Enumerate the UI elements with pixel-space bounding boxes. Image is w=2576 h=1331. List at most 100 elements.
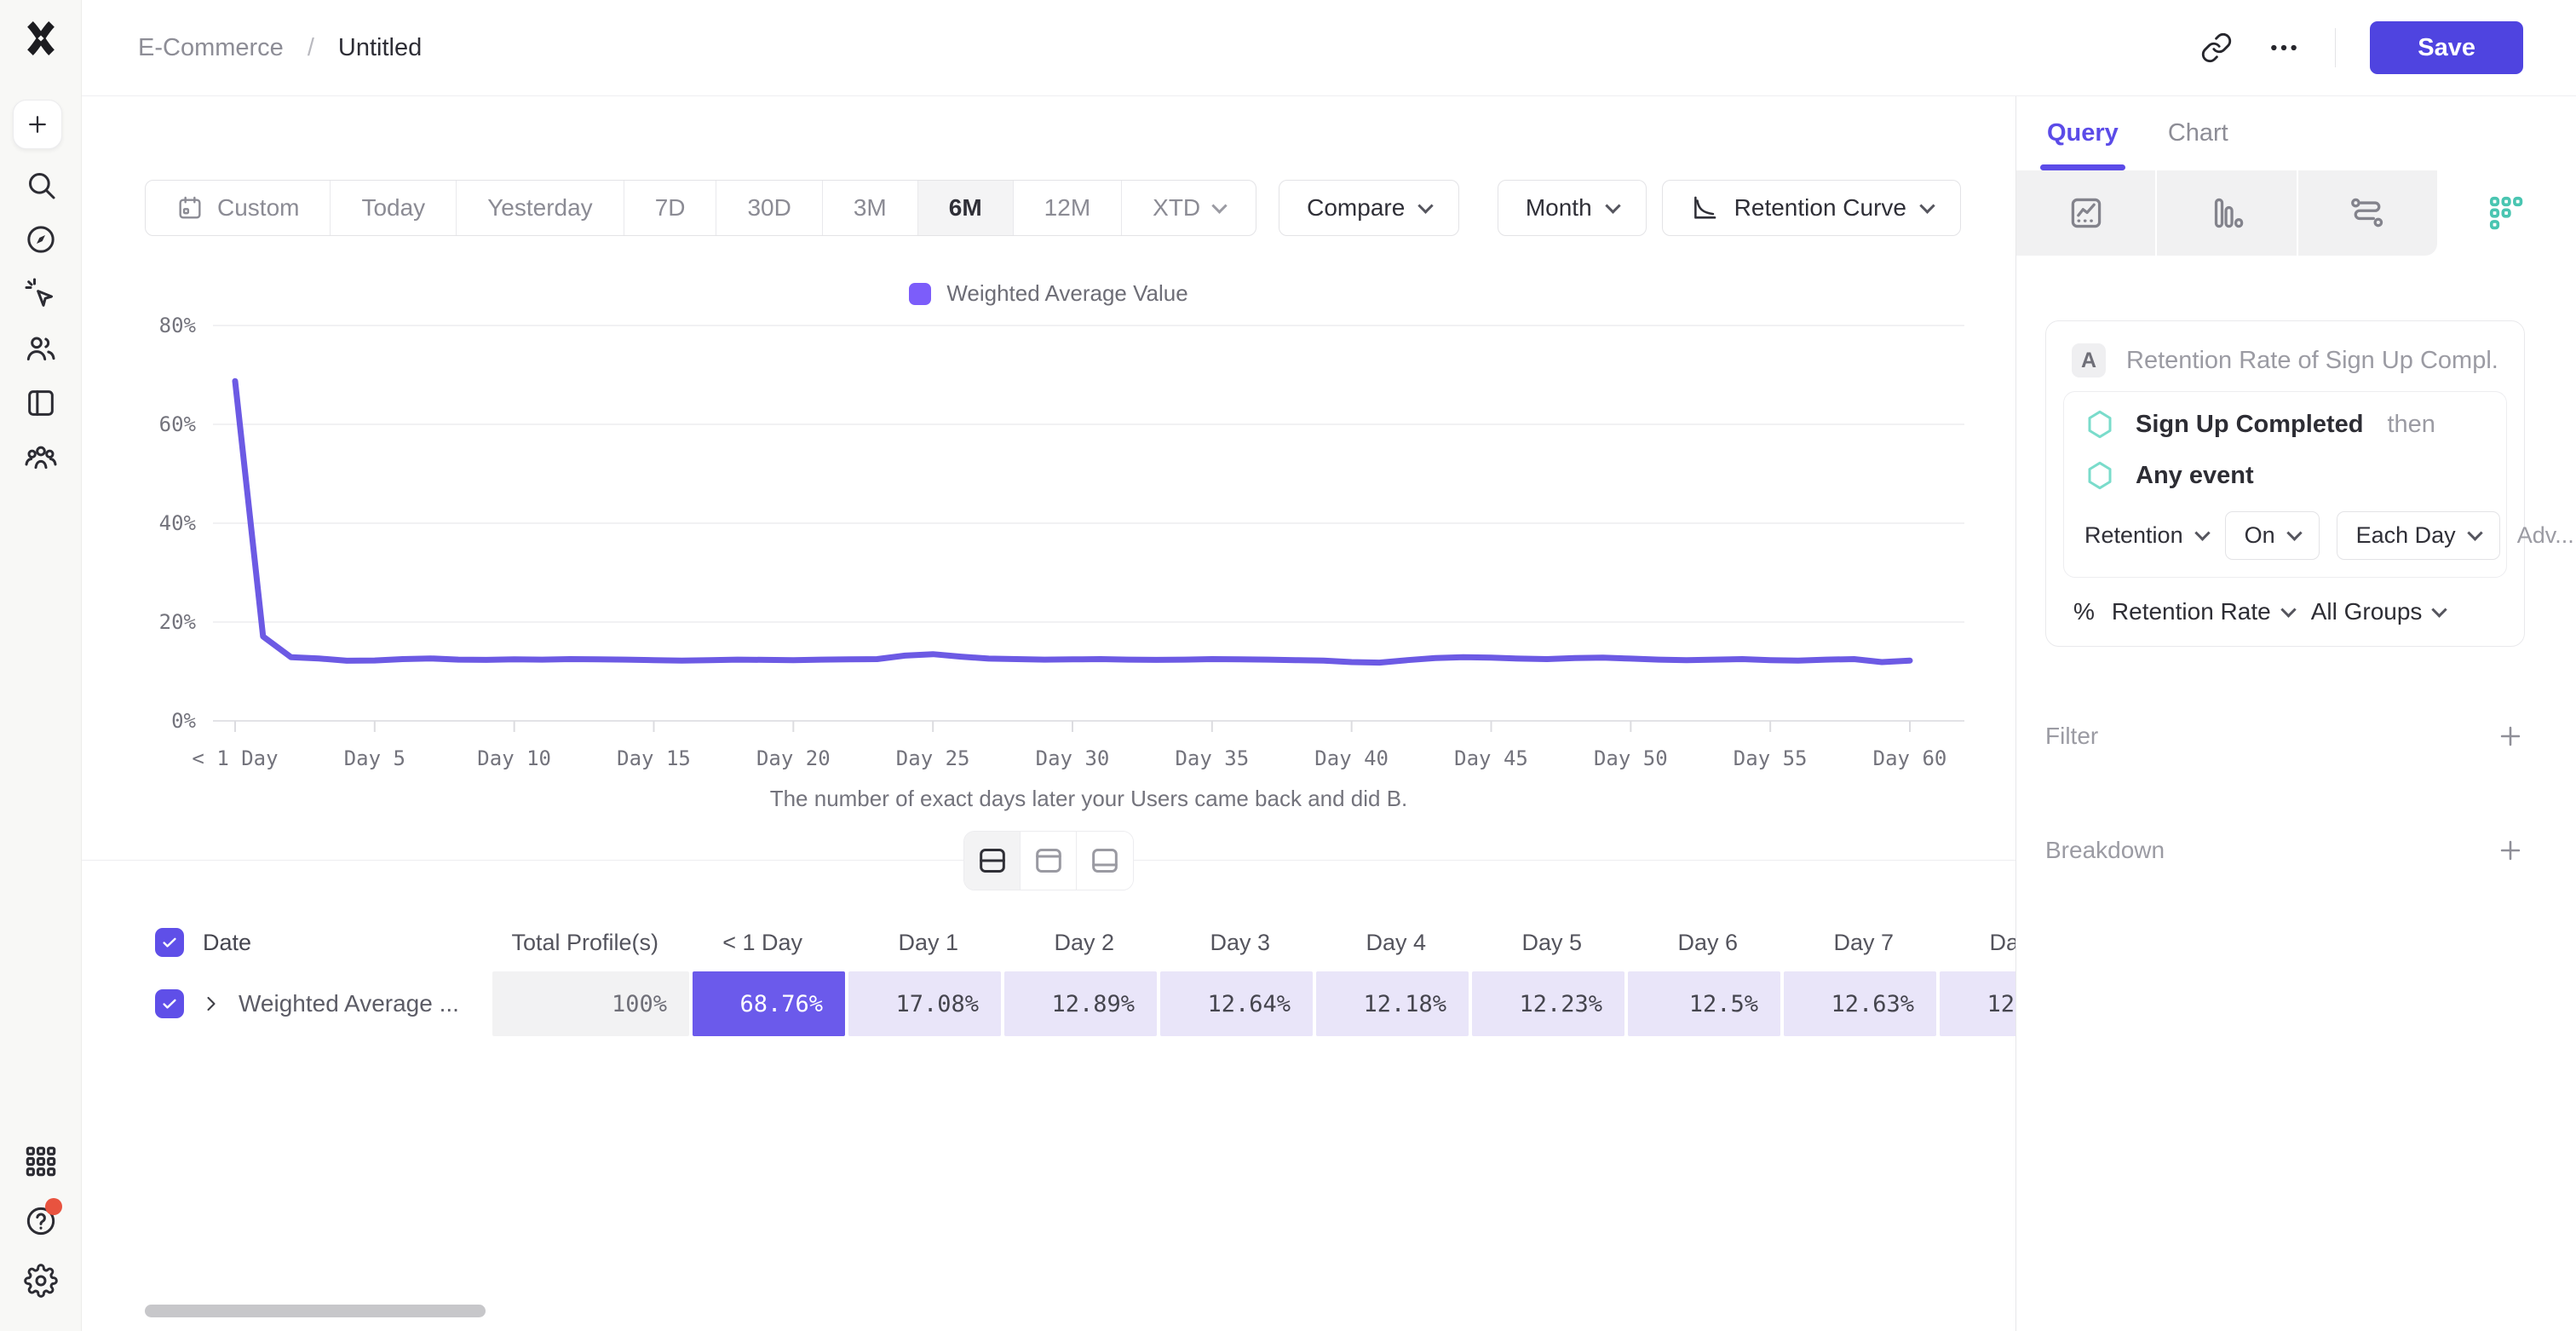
select-all-checkbox[interactable]	[155, 928, 184, 957]
table-col-header-total-profile-s: Total Profile(s)	[511, 929, 658, 955]
measure-prefix: %	[2073, 598, 2095, 625]
cell-day-7: 12.63%	[1784, 971, 1936, 1036]
query-step-header[interactable]: A Retention Rate of Sign Up Compl...	[2063, 337, 2507, 391]
report-title[interactable]: Untitled	[337, 33, 423, 61]
row-expand-chevron-icon[interactable]	[199, 992, 223, 1016]
x-axis-label: Day 5	[343, 746, 405, 770]
granularity-dropdown[interactable]: Month	[1497, 180, 1647, 236]
retention-controls: Retention On Each Day	[2084, 511, 2574, 560]
view-toggle-chart-focus[interactable]	[1021, 831, 1077, 890]
mixpanel-logo[interactable]	[21, 19, 60, 62]
then-label: then	[2387, 410, 2435, 438]
cell-total-profiles: 100%	[492, 971, 689, 1036]
content-column: E-Commerce / Untitled Save Custom Today Ye…	[82, 0, 2576, 1331]
chevron-down-icon	[2280, 601, 2297, 618]
breakdown-section: Breakdown	[2045, 836, 2525, 865]
copy-link-icon[interactable]	[2200, 32, 2233, 64]
analysis-tab-flows[interactable]	[2297, 170, 2437, 256]
range-30d[interactable]: 30D	[716, 181, 823, 235]
filter-section: Filter	[2045, 722, 2525, 751]
panel-body: A Retention Rate of Sign Up Compl... Sig…	[2016, 256, 2576, 865]
tab-chart[interactable]: Chart	[2167, 119, 2228, 147]
nav-cohorts-icon[interactable]	[13, 430, 69, 485]
horizontal-scrollbar[interactable]	[145, 1305, 486, 1317]
add-breakdown-button[interactable]	[2496, 836, 2525, 865]
range-7d[interactable]: 7D	[624, 181, 717, 235]
tab-query[interactable]: Query	[2040, 96, 2125, 170]
breakdown-label: Breakdown	[2045, 837, 2165, 863]
breadcrumb-project[interactable]: E-Commerce	[138, 33, 284, 61]
retention-mode-dropdown[interactable]: Retention	[2084, 522, 2211, 549]
chevron-down-icon	[2431, 601, 2448, 618]
breakdown-table: Date Total Profile(s) < 1 Day Day 1 Day 2 Day…	[155, 919, 2015, 1036]
y-axis-label: 0%	[171, 709, 196, 733]
second-event-selector[interactable]: Any event	[2084, 460, 2486, 491]
groups-dropdown[interactable]: All Groups	[2311, 598, 2448, 625]
breadcrumb-separator: /	[307, 33, 314, 61]
chevron-down-icon	[1604, 197, 1621, 214]
add-filter-button[interactable]	[2496, 722, 2525, 751]
table-col-header-1-day: < 1 Day	[722, 929, 802, 955]
x-axis-label: Day 25	[895, 746, 970, 770]
on-dropdown[interactable]: On	[2224, 511, 2320, 560]
cell-day-8: 12.85%	[1940, 971, 2015, 1036]
chart-legend-item[interactable]: Weighted Average Value	[82, 280, 2015, 307]
y-axis: 0% 20% 40% 60% 80%	[153, 314, 213, 738]
nav-help-icon[interactable]	[13, 1191, 69, 1251]
topbar-divider	[2335, 28, 2337, 67]
analysis-tab-retention[interactable]	[2436, 170, 2576, 256]
cell-day-3: 12.64%	[1160, 971, 1313, 1036]
nav-boards-icon[interactable]	[13, 376, 69, 430]
plot-area	[213, 319, 1964, 738]
rail-bottom-items	[13, 1132, 69, 1311]
analysis-tab-insights[interactable]	[2016, 170, 2158, 256]
range-xtd[interactable]: XTD	[1122, 181, 1256, 235]
compare-button[interactable]: Compare	[1279, 180, 1460, 236]
view-toggle	[963, 830, 1134, 890]
x-axis-label: Day 45	[1454, 746, 1528, 770]
first-event-selector[interactable]: Sign Up Completed then	[2084, 409, 2486, 440]
view-toggle-table-focus[interactable]	[1077, 831, 1133, 890]
step-title: Retention Rate of Sign Up Compl...	[2126, 346, 2498, 374]
y-axis-label: 80%	[158, 314, 196, 337]
range-today[interactable]: Today	[331, 181, 457, 235]
panel-tabs: Query Chart	[2016, 96, 2576, 170]
cell-day-6: 12.5%	[1628, 971, 1780, 1036]
range-6m[interactable]: 6M	[917, 181, 1014, 235]
table-col-header-date: Date	[155, 928, 489, 957]
filter-bar: Custom Today Yesterday 7D 30D 3M 6M 12M XTD Comp…	[145, 180, 1961, 236]
nav-events-icon[interactable]	[13, 267, 69, 321]
view-toggle-split[interactable]	[964, 831, 1021, 890]
event-hexagon-icon	[2084, 409, 2115, 440]
range-12m[interactable]: 12M	[1014, 181, 1123, 235]
nav-search-icon[interactable]	[13, 158, 69, 212]
nav-settings-icon[interactable]	[13, 1251, 69, 1311]
range-yesterday[interactable]: Yesterday	[457, 181, 624, 235]
advanced-dropdown[interactable]: Adv...	[2516, 522, 2574, 548]
second-event-name: Any event	[2136, 461, 2254, 489]
retention-events-box: Sign Up Completed then Any event Retenti…	[2063, 391, 2574, 578]
save-button[interactable]: Save	[2370, 21, 2523, 74]
cell-day-1: 17.08%	[848, 971, 1001, 1036]
measure-dropdown[interactable]: Retention Rate	[2112, 598, 2297, 625]
topbar-actions: Save	[2200, 21, 2523, 74]
x-axis-label: Day 40	[1314, 746, 1389, 770]
cell-day-5: 12.23%	[1472, 971, 1624, 1036]
row-checkbox[interactable]	[155, 989, 184, 1018]
table-header-row: Date Total Profile(s) < 1 Day Day 1 Day 2 Day…	[155, 919, 2015, 966]
analysis-tab-funnels[interactable]	[2157, 170, 2298, 256]
left-nav-rail	[0, 0, 82, 1331]
each-day-dropdown[interactable]: Each Day	[2336, 511, 2500, 560]
chart-type-dropdown[interactable]: Retention Curve	[1661, 180, 1961, 236]
x-axis-label: Day 50	[1593, 746, 1668, 770]
nav-discover-icon[interactable]	[13, 212, 69, 267]
more-options-icon[interactable]	[2267, 31, 2301, 65]
range-custom[interactable]: Custom	[146, 181, 331, 235]
nav-apps-icon[interactable]	[13, 1132, 69, 1191]
first-event-name: Sign Up Completed	[2136, 410, 2364, 438]
nav-users-icon[interactable]	[13, 321, 69, 376]
nav-create-new-icon[interactable]	[12, 100, 62, 149]
range-3m[interactable]: 3M	[823, 181, 918, 235]
x-axis-label: Day 30	[1035, 746, 1110, 770]
